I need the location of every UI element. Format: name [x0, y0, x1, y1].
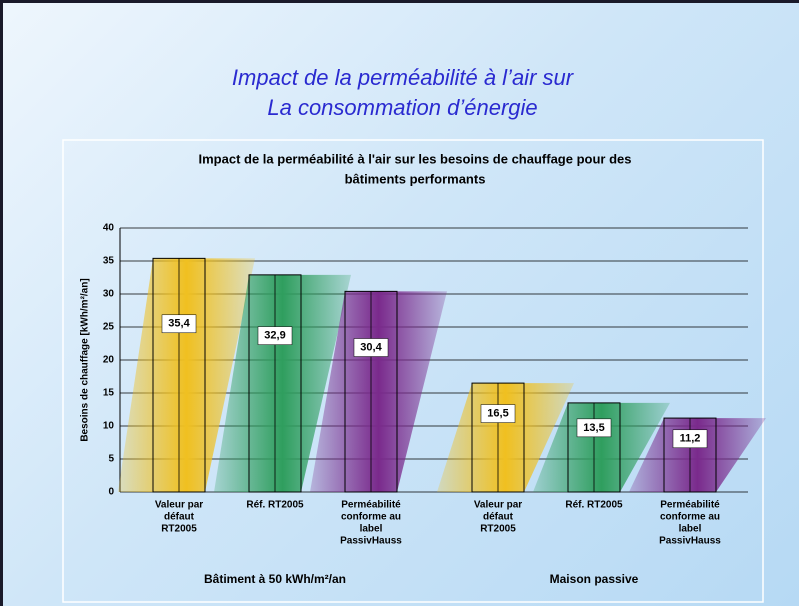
value-label: 16,5 — [487, 407, 508, 419]
bar-shade — [437, 383, 574, 492]
y-tick-label: 35 — [103, 256, 115, 267]
y-tick-label: 10 — [103, 421, 115, 432]
value-label: 13,5 — [583, 422, 604, 434]
x-tick-label: RT2005 — [480, 524, 516, 535]
x-tick-label: label — [679, 524, 702, 535]
value-label-box — [257, 326, 293, 345]
value-label-box — [353, 338, 389, 357]
x-tick-label: Réf. RT2005 — [565, 500, 623, 511]
bar-shade — [533, 402, 670, 492]
x-tick-label: Perméabilité — [341, 500, 401, 511]
x-tick-label: label — [360, 524, 383, 535]
value-label: 30,4 — [360, 341, 382, 353]
y-tick-label: 15 — [103, 388, 115, 399]
value-label: 35,4 — [168, 318, 190, 330]
y-axis-label: Besoins de chauffage [kWh/m²/an] — [80, 278, 91, 441]
x-tick-label: RT2005 — [161, 524, 197, 535]
group-label: Bâtiment à 50 kWh/m²/an — [204, 572, 346, 586]
x-tick-label: conforme au — [341, 512, 401, 523]
bar-shade — [214, 274, 351, 492]
value-label: 32,9 — [264, 330, 285, 342]
bar-shade — [629, 418, 766, 492]
x-tick-label: PassivHauss — [340, 536, 402, 547]
chart: Impact de la perméabilité à l'air sur le… — [62, 139, 766, 603]
chart-frame — [62, 139, 764, 603]
slide-title: Impact de la perméabilité à l’air sur — [231, 65, 574, 90]
chart-title: bâtiments performants — [345, 171, 486, 186]
y-tick-label: 20 — [103, 355, 115, 366]
bar-shade — [118, 258, 255, 492]
x-tick-label: défaut — [483, 512, 514, 523]
value-label: 11,2 — [680, 433, 701, 445]
x-tick-label: conforme au — [660, 512, 720, 523]
y-tick-label: 0 — [108, 487, 114, 498]
x-tick-label: Perméabilité — [660, 500, 720, 511]
slide-title: La consommation d’énergie — [267, 95, 538, 120]
bar-shade — [310, 291, 447, 492]
y-tick-label: 40 — [103, 223, 115, 234]
y-tick-label: 25 — [103, 322, 115, 333]
value-label-box — [161, 314, 197, 334]
x-tick-label: Valeur par — [474, 500, 522, 511]
y-tick-label: 30 — [103, 289, 115, 300]
x-tick-label: Valeur par — [155, 500, 203, 511]
group-label: Maison passive — [550, 572, 639, 586]
value-label-box — [672, 429, 708, 449]
x-tick-label: PassivHauss — [659, 536, 721, 547]
x-tick-label: Réf. RT2005 — [246, 500, 304, 511]
chart-title: Impact de la perméabilité à l'air sur le… — [199, 151, 632, 166]
x-tick-label: défaut — [164, 512, 195, 523]
value-label-box — [576, 418, 612, 438]
value-label-box — [480, 404, 516, 423]
y-tick-label: 5 — [108, 454, 114, 465]
